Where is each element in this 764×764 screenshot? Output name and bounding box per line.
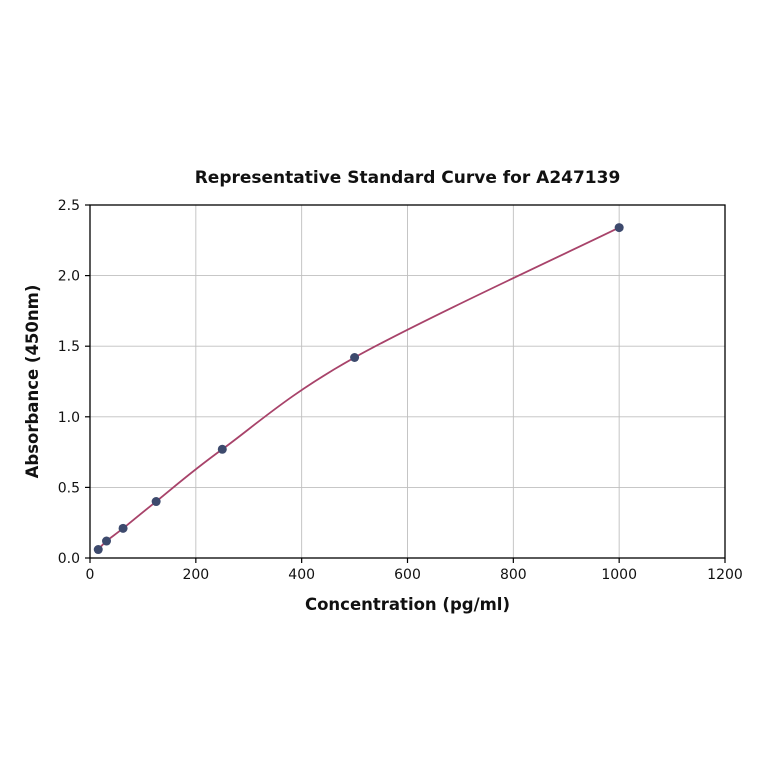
x-tick-label: 200	[182, 567, 209, 583]
data-point	[102, 536, 112, 546]
x-tick-label: 800	[500, 567, 527, 583]
data-point	[614, 223, 624, 233]
data-point	[151, 497, 161, 507]
data-point	[350, 352, 360, 362]
y-axis-label: Absorbance (450nm)	[23, 285, 42, 479]
curve-series	[93, 223, 624, 555]
data-point	[118, 523, 128, 533]
y-tick-label: 1.0	[58, 410, 80, 426]
axes	[85, 204, 726, 563]
data-point	[93, 545, 103, 555]
tick-labels: 0 200 400 600 800 1000 1200 0.0 0.5 1.0 1.5 2.0 2.5	[58, 198, 743, 583]
gridlines	[89, 204, 726, 559]
y-tick-label: 2.5	[58, 198, 80, 214]
data-point	[217, 444, 227, 454]
x-tick-label: 0	[86, 567, 95, 583]
y-tick-label: 2.0	[58, 269, 80, 285]
x-tick-label: 600	[394, 567, 421, 583]
x-tick-label: 1200	[707, 567, 743, 583]
x-tick-label: 1000	[601, 567, 637, 583]
y-tick-label: 0.5	[58, 480, 80, 496]
x-tick-label: 400	[288, 567, 315, 583]
chart-title: Representative Standard Curve for A24713…	[195, 168, 621, 188]
y-tick-label: 1.5	[58, 339, 80, 355]
x-axis-label: Concentration (pg/ml)	[305, 595, 510, 614]
y-tick-label: 0.0	[58, 551, 80, 567]
